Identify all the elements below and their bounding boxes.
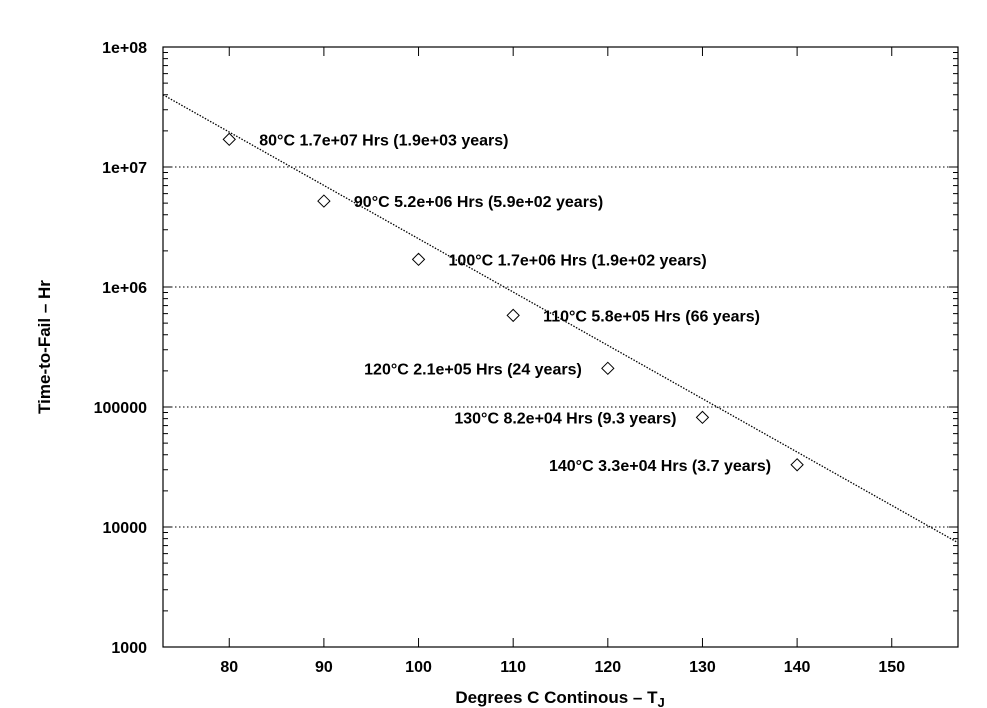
y-axis-title: Time-to-Fail – Hr	[35, 280, 54, 414]
y-tick-label: 1e+07	[102, 160, 147, 177]
data-point-diamond	[411, 252, 426, 267]
plot-frame	[162, 46, 959, 648]
data-point-diamond	[790, 458, 804, 472]
y-tick-label: 100000	[94, 400, 147, 417]
data-label: 140°C 3.3e+04 Hrs (3.7 years)	[549, 458, 771, 475]
data-label: 120°C 2.1e+05 Hrs (24 years)	[364, 361, 582, 378]
x-tick-label: 140	[784, 659, 811, 676]
x-tick-label: 80	[220, 659, 238, 676]
x-tick-label: 150	[878, 659, 905, 676]
x-tick-label: 100	[405, 659, 432, 676]
fit-line	[162, 94, 959, 544]
data-point-diamond	[222, 132, 236, 147]
series-layer	[162, 94, 959, 544]
x-axis-title-subscript: J	[657, 695, 664, 708]
data-label: 130°C 8.2e+04 Hrs (9.3 years)	[454, 410, 676, 427]
grid	[163, 166, 958, 528]
data-point-diamond	[506, 308, 520, 323]
y-tick-label: 1e+08	[102, 40, 147, 57]
annotations-layer: 80°C 1.7e+07 Hrs (1.9e+03 years) 90°C 5.2…	[259, 132, 771, 474]
x-axis-title-main: Degrees C Continous – T	[455, 688, 658, 707]
x-tick-label: 110	[500, 659, 526, 676]
y-tick-label: 10000	[103, 520, 148, 537]
x-tick-label: 120	[594, 659, 621, 676]
data-point-diamond	[601, 361, 615, 376]
y-tick-label: 1e+06	[102, 280, 147, 297]
x-tick-label: 90	[315, 659, 333, 676]
x-axis-title: Degrees C Continous – TJ	[455, 688, 664, 708]
data-label: 100°C 1.7e+06 Hrs (1.9e+02 years)	[449, 252, 707, 269]
data-label: 90°C 5.2e+06 Hrs (5.9e+02 years)	[354, 194, 603, 211]
data-point-diamond	[317, 194, 331, 208]
y-tick-label: 1000	[111, 640, 147, 657]
ticks-layer: 1000 10000 100000 1e+06 1e+07 1e+08 80 90 100 110…	[94, 40, 958, 676]
data-point-diamond	[695, 410, 710, 425]
data-label: 110°C 5.8e+05 Hrs (66 years)	[543, 308, 760, 325]
x-tick-label: 130	[689, 659, 716, 676]
data-label: 80°C 1.7e+07 Hrs (1.9e+03 years)	[259, 132, 508, 149]
